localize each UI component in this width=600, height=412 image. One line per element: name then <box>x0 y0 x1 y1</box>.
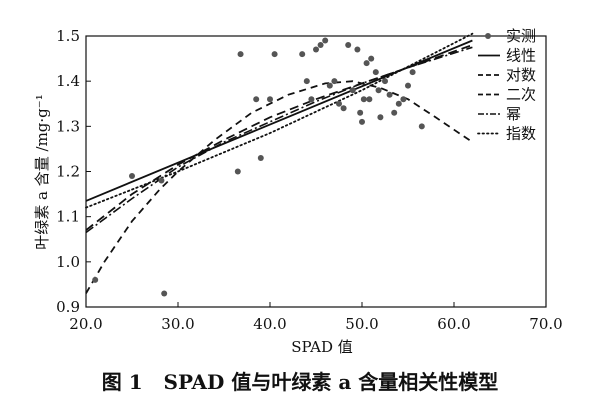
observed-point <box>331 78 338 85</box>
observed-point <box>372 69 379 76</box>
x-tick-label: 70.0 <box>529 315 562 333</box>
y-axis-label: 叶绿素 a 含量 /mg·g⁻¹ <box>33 94 51 249</box>
observed-point <box>354 46 361 53</box>
observed-point <box>336 100 342 107</box>
observed-point <box>234 168 241 175</box>
y-tick-label: 1.3 <box>56 117 80 135</box>
observed-point <box>395 100 402 107</box>
observed-point <box>299 51 306 58</box>
observed-point <box>377 114 384 121</box>
observed-point <box>400 96 407 103</box>
observed-point <box>253 96 260 103</box>
y-tick-label: 1.1 <box>56 208 80 226</box>
observed-point <box>129 173 135 180</box>
legend-label: 指数 <box>506 125 536 143</box>
observed-point <box>418 123 425 130</box>
observed-point <box>359 118 365 125</box>
observed-point <box>303 78 310 85</box>
figure-caption: 图 1 SPAD 值与叶绿素 a 含量相关性模型 <box>0 366 600 395</box>
observed-point <box>357 109 364 116</box>
x-tick-label: 60.0 <box>437 315 470 333</box>
series-line-对数 <box>85 44 473 231</box>
chart-axes: 20.0 30.0 40.0 50.0 60.0 70.0 0.9 1.0 1.1 1.2 1.3 1… <box>56 27 563 333</box>
y-tick-label: 1.5 <box>56 27 80 45</box>
observed-point <box>161 290 168 297</box>
observed-point <box>360 96 367 103</box>
figure-title: SPAD 值与叶绿素 a 含量相关性模型 <box>163 370 499 394</box>
observed-point <box>267 96 273 103</box>
x-tick-label: 20.0 <box>69 315 102 333</box>
y-tick-label: 1.2 <box>56 163 80 181</box>
x-tick-label: 50.0 <box>345 315 378 333</box>
series-line-幂 <box>85 46 473 234</box>
observed-point <box>340 105 347 112</box>
observed-point <box>349 87 356 94</box>
observed-point <box>313 46 319 53</box>
chart: 20.0 30.0 40.0 50.0 60.0 70.0 0.9 1.0 1.1 1.2 1.3 1… <box>33 27 563 356</box>
observed-point <box>257 154 264 161</box>
observed-point <box>345 42 352 49</box>
observed-point <box>326 82 333 89</box>
y-tick-label: 1.4 <box>56 72 80 90</box>
observed-point <box>317 42 324 49</box>
legend-marker-observed <box>485 33 491 39</box>
x-axis-label: SPAD 值 <box>291 338 353 356</box>
observed-point <box>363 60 370 67</box>
observed-point <box>237 51 244 58</box>
figure-number: 图 1 <box>101 370 143 394</box>
observed-point <box>158 177 165 184</box>
series-line-指数 <box>85 32 474 209</box>
y-tick-label: 0.9 <box>56 298 80 316</box>
legend-label: 实测 <box>506 27 536 45</box>
x-tick-label: 40.0 <box>253 315 286 333</box>
legend-label: 幂 <box>506 105 521 123</box>
observed-point <box>375 87 382 94</box>
y-tick-label: 1.0 <box>56 253 80 271</box>
observed-point <box>405 82 411 89</box>
observed-point <box>92 276 99 283</box>
observed-point <box>382 78 388 85</box>
observed-point <box>368 55 375 62</box>
legend-label: 对数 <box>506 66 536 84</box>
observed-point <box>308 96 315 103</box>
x-tick-label: 30.0 <box>161 315 194 333</box>
legend-label: 二次 <box>506 86 536 104</box>
observed-point <box>271 51 278 58</box>
observed-point <box>391 109 398 116</box>
observed-points <box>92 37 425 297</box>
observed-point <box>322 37 329 44</box>
observed-point <box>366 96 373 103</box>
observed-point <box>409 69 416 76</box>
observed-point <box>386 91 393 98</box>
legend-label: 线性 <box>506 47 536 65</box>
